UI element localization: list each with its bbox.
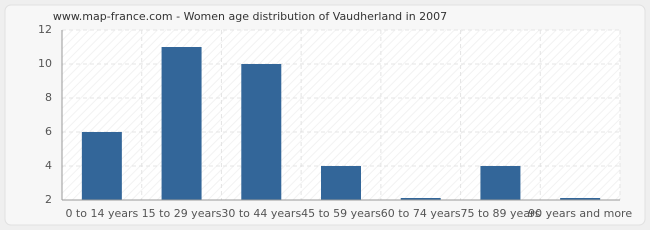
chart-title: www.map-france.com - Women age distribut…: [53, 10, 447, 23]
y-tick-label: 4: [45, 159, 52, 172]
chart: www.map-france.com - Women age distribut…: [0, 0, 650, 230]
x-tick-label: 15 to 29 years: [142, 207, 222, 220]
bar: [480, 166, 521, 200]
x-tick-label: 75 to 89 years: [461, 207, 541, 220]
x-tick-label: 60 to 74 years: [381, 207, 461, 220]
y-tick-label: 8: [45, 91, 52, 104]
bar: [161, 47, 202, 200]
x-tick-label: 0 to 14 years: [65, 207, 138, 220]
bar: [241, 64, 282, 200]
bar: [560, 198, 601, 200]
x-tick-label: 45 to 59 years: [301, 207, 381, 220]
page: {"chart_data": {"type": "bar", "title": …: [0, 0, 650, 230]
x-tick-label: 90 years and more: [528, 207, 632, 220]
y-tick-label: 12: [38, 23, 52, 36]
bar: [321, 166, 361, 200]
y-tick-label: 2: [45, 193, 52, 206]
x-tick-label: 30 to 44 years: [221, 207, 301, 220]
bar: [81, 132, 122, 200]
y-tick-label: 10: [38, 57, 52, 70]
y-tick-label: 6: [45, 125, 52, 138]
bar: [400, 198, 441, 200]
